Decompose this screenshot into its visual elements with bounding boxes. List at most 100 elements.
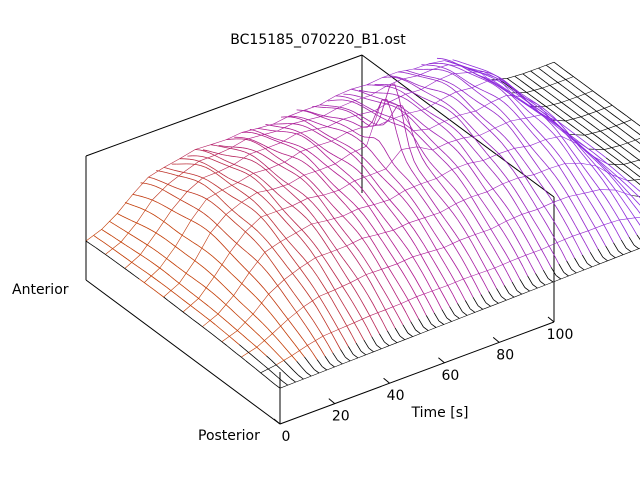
surface-mesh-segment xyxy=(301,135,307,139)
surface-mesh-segment xyxy=(449,82,455,86)
surface-mesh-segment xyxy=(428,88,434,91)
surface-mesh-segment xyxy=(393,229,399,237)
surface-mesh-segment xyxy=(606,169,613,175)
surface-mesh-segment xyxy=(565,208,572,218)
surface-mesh-segment xyxy=(459,76,466,81)
surface-mesh-segment xyxy=(257,231,264,237)
surface-mesh-segment xyxy=(331,226,338,234)
surface-mesh-segment xyxy=(553,196,569,203)
surface-mesh-segment xyxy=(439,212,446,220)
surface-mesh-segment xyxy=(441,226,448,235)
surface-mesh-segment xyxy=(152,199,158,203)
surface-mesh-segment xyxy=(511,100,517,107)
surface-mesh-segment xyxy=(545,139,551,146)
surface-mesh-segment xyxy=(150,184,156,187)
surface-mesh-segment xyxy=(551,94,558,100)
surface-mesh-segment xyxy=(468,95,474,100)
surface-mesh-segment xyxy=(236,156,242,158)
surface-mesh-segment xyxy=(153,289,160,294)
surface-mesh-segment xyxy=(572,230,589,237)
surface-mesh-segment xyxy=(456,116,463,123)
surface-mesh-segment xyxy=(599,189,606,197)
surface-mesh-segment xyxy=(124,202,130,205)
surface-mesh-segment xyxy=(543,97,550,102)
surface-mesh-segment xyxy=(284,331,291,339)
surface-mesh-segment xyxy=(268,368,274,374)
surface-mesh-segment xyxy=(327,263,334,272)
surface-mesh-segment xyxy=(550,267,557,276)
surface-mesh-segment xyxy=(439,118,445,122)
surface-mesh-segment xyxy=(237,146,243,149)
surface-mesh-segment xyxy=(503,158,509,165)
surface-mesh-segment xyxy=(597,248,604,258)
surface-mesh-segment xyxy=(132,193,138,196)
surface-mesh-segment xyxy=(623,228,630,238)
surface-mesh-segment xyxy=(600,237,607,247)
surface-mesh-segment xyxy=(482,78,488,82)
surface-mesh-segment xyxy=(269,135,275,139)
surface-mesh-segment xyxy=(242,147,248,150)
surface-mesh-segment xyxy=(529,86,535,91)
surface-mesh-segment xyxy=(324,355,331,364)
surface-mesh-segment xyxy=(240,170,246,174)
surface-mesh-segment xyxy=(365,168,371,176)
surface-mesh-segment xyxy=(282,197,288,203)
surface-mesh-segment xyxy=(490,101,497,107)
surface-mesh-segment xyxy=(245,216,262,233)
surface-mesh-segment xyxy=(243,137,249,140)
surface-mesh-segment xyxy=(613,115,620,120)
surface-mesh-segment xyxy=(432,285,448,292)
surface-mesh-segment xyxy=(629,187,635,193)
surface-mesh-segment xyxy=(320,236,327,245)
surface-mesh-segment xyxy=(265,142,281,149)
surface-mesh-segment xyxy=(403,125,410,148)
surface-mesh-segment xyxy=(550,144,556,151)
surface-mesh-segment xyxy=(586,103,593,109)
surface-mesh-segment xyxy=(163,221,169,226)
surface-mesh-segment xyxy=(271,360,277,366)
surface-mesh-segment xyxy=(497,80,503,84)
surface-mesh-segment xyxy=(511,155,517,164)
surface-mesh-segment xyxy=(396,263,403,272)
surface-mesh-segment xyxy=(534,151,541,158)
surface-mesh-segment xyxy=(292,325,299,333)
surface-mesh-segment xyxy=(259,335,265,342)
surface-mesh-segment xyxy=(355,342,362,352)
surface-mesh-segment xyxy=(299,131,305,136)
surface-mesh-segment xyxy=(185,177,191,180)
surface-mesh-segment xyxy=(373,137,380,142)
surface-mesh-segment xyxy=(312,121,319,124)
surface-mesh-segment xyxy=(407,179,414,186)
surface-mesh-segment xyxy=(108,245,114,250)
surface-mesh-segment xyxy=(203,162,209,167)
surface-mesh-segment xyxy=(173,169,179,172)
surface-mesh-segment xyxy=(270,124,276,127)
surface-mesh-segment xyxy=(295,232,302,239)
surface-mesh-segment xyxy=(459,240,465,249)
surface-mesh-segment xyxy=(405,93,411,99)
surface-mesh-segment xyxy=(525,177,532,187)
surface-mesh-segment xyxy=(521,112,527,119)
surface-mesh-segment xyxy=(413,63,430,70)
surface-mesh-segment xyxy=(606,118,612,123)
surface-mesh-segment xyxy=(114,261,121,266)
surface-mesh-segment xyxy=(428,182,434,190)
surface-mesh-segment xyxy=(324,205,331,214)
surface-mesh-segment xyxy=(290,146,296,150)
surface-mesh-segment xyxy=(292,119,309,124)
surface-mesh-segment xyxy=(475,102,492,112)
surface-mesh-segment xyxy=(179,149,196,159)
surface-mesh-segment xyxy=(324,105,330,107)
surface-mesh-segment xyxy=(475,284,482,295)
surface-mesh-segment xyxy=(310,141,317,147)
surface-mesh-segment xyxy=(319,95,336,106)
surface-mesh-segment xyxy=(412,74,418,77)
surface-mesh-segment xyxy=(334,289,340,299)
surface-mesh-segment xyxy=(436,169,453,179)
surface-mesh-segment xyxy=(435,144,441,150)
surface-mesh-segment xyxy=(237,173,254,183)
surface-mesh-segment xyxy=(232,155,237,158)
surface-mesh-segment xyxy=(456,175,463,183)
surface-mesh-segment xyxy=(186,217,192,221)
